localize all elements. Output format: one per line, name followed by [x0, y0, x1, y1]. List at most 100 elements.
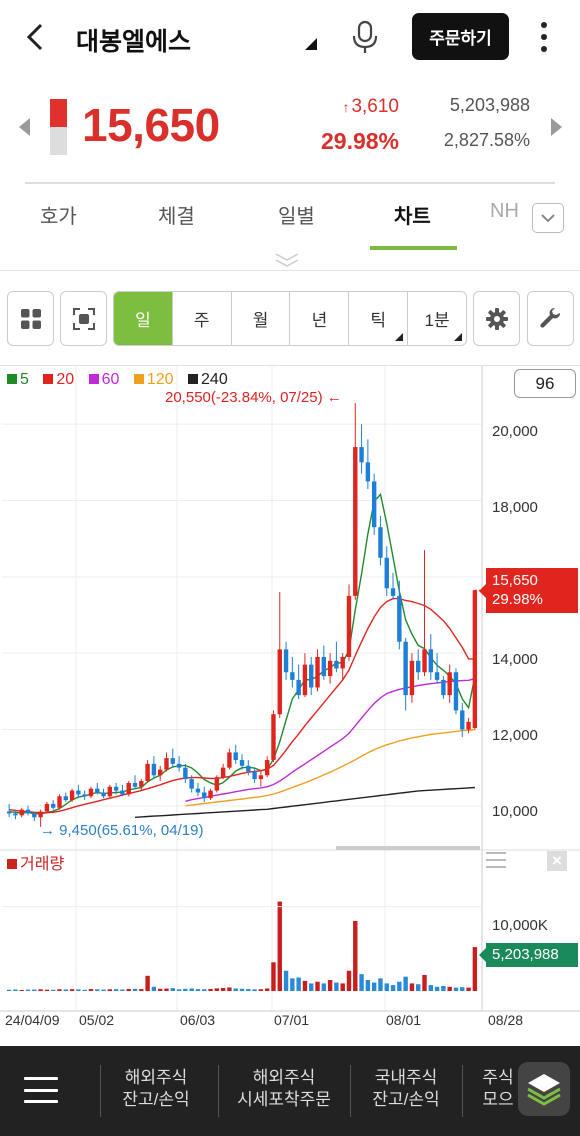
volume-bar [353, 920, 358, 991]
volume-bar [208, 988, 213, 991]
candle-body [113, 786, 119, 791]
close-icon[interactable]: × [547, 851, 567, 871]
settings-button[interactable] [473, 291, 520, 346]
legend-label: 5 [20, 371, 29, 388]
price-change: ↑ 3,610 [325, 96, 399, 118]
volume-bar [13, 989, 18, 991]
price-change-value: 3,610 [351, 96, 399, 117]
volume-bar [239, 988, 245, 991]
more-icon[interactable] [533, 18, 555, 56]
tabs-expand-button[interactable] [532, 203, 564, 233]
period-week[interactable]: 주 [173, 292, 232, 345]
period-day[interactable]: 일 [114, 292, 173, 345]
volume-bar [264, 988, 270, 991]
candle-body [428, 649, 434, 673]
date-axis-label: 08/28 [488, 1012, 524, 1028]
candle-body [202, 792, 207, 799]
period-month[interactable]: 월 [232, 292, 291, 345]
candle-body [139, 781, 144, 787]
volume-bar [365, 980, 371, 991]
candle-body [132, 782, 138, 787]
candle-body [315, 656, 320, 688]
ma120-line [185, 728, 475, 807]
candle-body [283, 649, 289, 673]
volume-bar [302, 980, 308, 991]
candle-body [101, 792, 106, 797]
candle-body [390, 588, 396, 596]
volume-bar [101, 989, 106, 991]
price-tag-value: 15,650 [492, 572, 538, 589]
volume-bar [409, 983, 415, 991]
lookback-count-button[interactable]: 96 [514, 369, 576, 398]
chevron-down-icon [541, 214, 555, 223]
menu-lines-icon[interactable] [486, 851, 506, 869]
tab-chart[interactable]: 차트 [394, 206, 431, 228]
menu-icon[interactable] [24, 1077, 58, 1103]
active-tab-indicator [370, 246, 457, 250]
order-button[interactable]: 주문하기 [412, 13, 509, 60]
candle-body [120, 790, 125, 795]
stock-name[interactable]: 대봉엘에스 [76, 28, 192, 56]
period-label: 월 [252, 311, 269, 330]
candle-body [302, 664, 308, 696]
legend-ma5: 5 [7, 371, 34, 388]
candle-body [271, 714, 276, 761]
tab-nh[interactable]: NH [490, 200, 519, 222]
period-tick[interactable]: 틱 [349, 292, 409, 345]
candle-body [233, 752, 238, 761]
volume-bar [126, 988, 131, 991]
bottom-menu-overseas-balance[interactable]: 해외주식 잔고/손익 [122, 1068, 190, 1109]
bottom-menu-overseas-order[interactable]: 해외주식 시세포착주문 [237, 1068, 331, 1109]
period-minute[interactable]: 1분 [408, 292, 466, 345]
volume-bar [202, 989, 207, 991]
back-button[interactable] [18, 20, 52, 54]
candle-body [57, 796, 62, 808]
layers-button[interactable] [518, 1062, 570, 1116]
legend-ma60: 60 [88, 371, 125, 388]
candle-body [170, 758, 175, 764]
layers-icon [527, 1074, 561, 1106]
candle-body [220, 767, 226, 778]
capture-button[interactable] [60, 291, 107, 346]
bottom-menu-domestic-balance[interactable]: 국내주식 잔고/손익 [372, 1068, 440, 1109]
chart-panel[interactable] [0, 365, 580, 1040]
layout-grid-button[interactable] [7, 291, 54, 346]
volume-bar [6, 989, 12, 991]
candle-body [82, 794, 87, 797]
next-stock-arrow-icon[interactable] [551, 118, 562, 136]
left-arrow-icon: ← [326, 389, 342, 406]
price-tag-percent: 29.98% [492, 591, 543, 608]
volume-bar [384, 983, 389, 991]
prev-stock-arrow-icon[interactable] [19, 118, 30, 136]
volume-bar [113, 989, 119, 991]
volume-bar [157, 988, 163, 991]
volume-bar [69, 989, 75, 991]
candle-body [145, 763, 150, 782]
stock-dropdown-icon[interactable] [305, 38, 317, 50]
mic-icon[interactable] [350, 20, 380, 54]
candle-body [346, 595, 352, 657]
tab-daily[interactable]: 일별 [278, 206, 315, 228]
candle-body [441, 679, 446, 696]
volume-bar [164, 988, 169, 991]
legend-label: 20 [56, 371, 75, 388]
tab-trades[interactable]: 체결 [158, 206, 195, 228]
volume-bar [176, 989, 182, 991]
tab-hoga[interactable]: 호가 [40, 206, 77, 228]
volume-bar [233, 988, 238, 991]
volume-bar [227, 987, 232, 991]
candle-body [365, 462, 371, 482]
candlestick-chart[interactable] [0, 366, 580, 1041]
collapse-chevron-icon[interactable] [274, 252, 300, 268]
volume-bar [277, 901, 282, 991]
low-annotation-text: 9,450(65.61%, 04/19) [59, 822, 204, 839]
legend-label: 120 [146, 371, 174, 388]
divider [462, 1065, 463, 1117]
volume-bar [346, 970, 352, 991]
volume-bar [189, 988, 194, 991]
tools-button[interactable] [527, 291, 574, 346]
candle-body [107, 786, 113, 797]
period-year[interactable]: 년 [290, 292, 350, 345]
legend-ma20: 20 [43, 371, 79, 388]
bottom-menu-more[interactable]: 주식 모으 [482, 1068, 514, 1109]
